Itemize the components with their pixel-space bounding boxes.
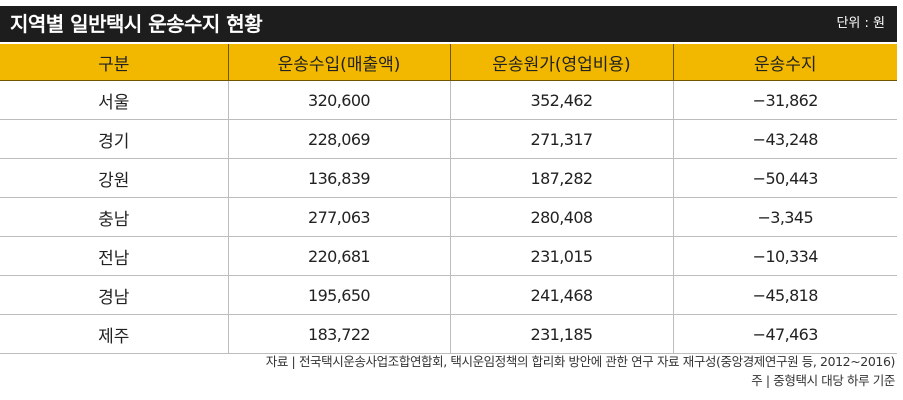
balance-cell: −50,443 — [672, 158, 897, 198]
header-category: 구분 — [0, 44, 228, 81]
title-bar: 지역별 일반택시 운송수지 현황 단위 : 원 — [0, 6, 897, 42]
balance-cell: −31,862 — [672, 80, 897, 120]
table-row: 제주 183,722 231,185 −47,463 — [0, 314, 897, 354]
header-revenue: 운송수입(매출액) — [227, 44, 450, 81]
footnote: 주 | 중형택시 대당 하루 기준 — [751, 373, 895, 388]
header-cost: 운송원가(영업비용) — [449, 44, 673, 81]
revenue-cell: 195,650 — [227, 275, 450, 315]
cost-cell: 352,462 — [449, 80, 673, 120]
table-row: 서울 320,600 352,462 −31,862 — [0, 80, 897, 120]
revenue-cell: 183,722 — [227, 314, 450, 354]
balance-cell: −3,345 — [672, 197, 897, 237]
revenue-cell: 228,069 — [227, 119, 450, 159]
table-row: 전남 220,681 231,015 −10,334 — [0, 236, 897, 276]
cost-cell: 241,468 — [449, 275, 673, 315]
table-row: 충남 277,063 280,408 −3,345 — [0, 197, 897, 237]
balance-cell: −45,818 — [672, 275, 897, 315]
revenue-cell: 320,600 — [227, 80, 450, 120]
balance-cell: −47,463 — [672, 314, 897, 354]
notes: 자료 | 전국택시운송사업조합연합회, 택시운임정책의 합리화 방안에 관한 연… — [265, 352, 896, 390]
source-note: 자료 | 전국택시운송사업조합연합회, 택시운임정책의 합리화 방안에 관한 연… — [265, 354, 896, 369]
cost-cell: 280,408 — [449, 197, 673, 237]
region-cell: 서울 — [0, 80, 228, 120]
region-cell: 충남 — [0, 197, 228, 237]
table-row: 경남 195,650 241,468 −45,818 — [0, 275, 897, 315]
balance-cell: −10,334 — [672, 236, 897, 276]
table-row: 강원 136,839 187,282 −50,443 — [0, 158, 897, 198]
region-cell: 제주 — [0, 314, 228, 354]
revenue-cell: 220,681 — [227, 236, 450, 276]
balance-cell: −43,248 — [672, 119, 897, 159]
cost-cell: 271,317 — [449, 119, 673, 159]
region-cell: 강원 — [0, 158, 228, 198]
header-row: 구분 운송수입(매출액) 운송원가(영업비용) 운송수지 — [0, 44, 897, 81]
header-balance: 운송수지 — [672, 44, 897, 81]
table-title: 지역별 일반택시 운송수지 현황 — [10, 12, 263, 36]
region-cell: 경남 — [0, 275, 228, 315]
revenue-cell: 136,839 — [227, 158, 450, 198]
revenue-cell: 277,063 — [227, 197, 450, 237]
table-row: 경기 228,069 271,317 −43,248 — [0, 119, 897, 159]
cost-cell: 231,015 — [449, 236, 673, 276]
region-cell: 전남 — [0, 236, 228, 276]
data-table: 구분 운송수입(매출액) 운송원가(영업비용) 운송수지 서울 320,600 … — [0, 44, 897, 354]
region-cell: 경기 — [0, 119, 228, 159]
cost-cell: 187,282 — [449, 158, 673, 198]
unit-label: 단위 : 원 — [836, 16, 885, 31]
cost-cell: 231,185 — [449, 314, 673, 354]
